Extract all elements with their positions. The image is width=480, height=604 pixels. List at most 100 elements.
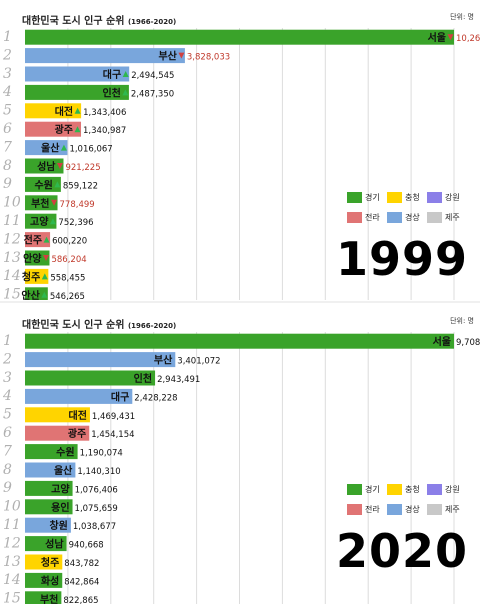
bar bbox=[25, 444, 78, 460]
rank-label: 3 bbox=[3, 66, 12, 82]
legend-swatch bbox=[387, 484, 402, 495]
city-label: 성남 bbox=[45, 538, 64, 551]
legend-item: 경기 bbox=[347, 192, 387, 206]
bar bbox=[25, 388, 133, 404]
legend-item: 강원 bbox=[427, 192, 467, 206]
city-label: 화성 bbox=[41, 574, 59, 587]
bar-group: 안산 546,265 bbox=[21, 287, 85, 300]
rank-label: 13 bbox=[3, 554, 21, 570]
city-label: 서울 bbox=[428, 31, 446, 44]
city-label: 부천 bbox=[31, 197, 49, 210]
legend-swatch bbox=[427, 192, 442, 203]
value-label: 1,340,987 bbox=[83, 126, 126, 136]
value-label: 1,076,406 bbox=[75, 485, 118, 495]
bar-chart-2020: 123456789101112131415서울9,708,247부산3,401,… bbox=[2, 332, 480, 604]
bar bbox=[25, 536, 67, 552]
year-label: 1999 bbox=[336, 232, 469, 286]
legend-item: 경상 bbox=[387, 504, 427, 518]
bar-group: 수원 859,122 bbox=[25, 176, 98, 192]
bar-group: 고양 1,076,406 bbox=[25, 480, 118, 496]
value-label: 600,220 bbox=[52, 237, 87, 247]
bar-group: 광주 1,340,987 bbox=[25, 121, 126, 137]
legend-label: 경기 bbox=[365, 485, 380, 494]
value-label: 586,204 bbox=[51, 255, 86, 265]
rank-label: 10 bbox=[3, 499, 21, 515]
bar bbox=[25, 462, 76, 478]
bar-group: 서울 9,708,247 bbox=[25, 333, 480, 349]
rank-label: 4 bbox=[2, 84, 12, 100]
value-label: 3,401,072 bbox=[177, 357, 220, 367]
rank-label: 8 bbox=[3, 462, 12, 478]
unit-label: 단위: 명 bbox=[450, 13, 474, 21]
city-label: 수원 bbox=[56, 446, 74, 459]
value-label: 2,428,228 bbox=[134, 393, 177, 403]
bar bbox=[25, 66, 130, 82]
legend-item: 제주 bbox=[427, 212, 467, 226]
bar-group: 대구 2,494,545 bbox=[25, 66, 174, 82]
legend-label: 전라 bbox=[365, 505, 380, 514]
value-label: 1,454,154 bbox=[91, 430, 134, 440]
chart-panel-1999: 123456789101112131415서울10,269,944부산3,828… bbox=[0, 0, 480, 300]
trend-up-icon bbox=[54, 181, 61, 188]
city-label: 인천 bbox=[134, 372, 152, 385]
city-label: 대전 bbox=[55, 105, 73, 118]
bar-group: 창원 1,038,677 bbox=[25, 517, 116, 533]
city-label: 부천 bbox=[40, 593, 58, 604]
city-label: 창원 bbox=[49, 519, 67, 532]
rank-label: 2 bbox=[2, 47, 12, 63]
value-label: 1,016,067 bbox=[69, 145, 112, 155]
rank-label: 3 bbox=[3, 370, 12, 386]
title-text: 대한민국 도시 인구 순위 bbox=[22, 16, 125, 27]
trend-up-icon bbox=[60, 144, 67, 151]
legend-swatch bbox=[427, 504, 442, 515]
legend-item: 전라 bbox=[347, 212, 387, 226]
legend-swatch bbox=[347, 192, 362, 203]
city-label: 수원 bbox=[34, 178, 52, 191]
rank-label: 1 bbox=[3, 333, 12, 349]
value-label: 546,265 bbox=[50, 292, 85, 300]
value-label: 2,494,545 bbox=[131, 71, 174, 81]
value-label: 1,190,074 bbox=[80, 449, 123, 459]
title-period: (1966-2020) bbox=[127, 18, 177, 26]
value-label: 1,343,406 bbox=[83, 108, 126, 118]
rank-label: 10 bbox=[3, 195, 21, 211]
trend-down-icon bbox=[178, 52, 185, 59]
bar bbox=[25, 250, 50, 266]
city-label: 고양 bbox=[51, 483, 70, 495]
bar-group: 대구 2,428,228 bbox=[25, 388, 178, 404]
city-label: 부산 bbox=[154, 354, 173, 367]
rank-label: 9 bbox=[3, 480, 12, 496]
bar bbox=[25, 213, 57, 229]
trend-up-icon bbox=[43, 236, 50, 243]
bar bbox=[25, 591, 62, 604]
bar bbox=[25, 121, 82, 137]
rank-label: 6 bbox=[3, 121, 12, 137]
value-label: 10,269,944 bbox=[456, 34, 480, 44]
value-label: 843,782 bbox=[64, 559, 99, 569]
legend-swatch bbox=[347, 212, 362, 223]
legend-label: 충청 bbox=[405, 485, 420, 494]
bar-group: 울산 1,016,067 bbox=[25, 140, 113, 156]
trend-up-icon bbox=[49, 218, 56, 225]
bar bbox=[25, 84, 129, 100]
year-label: 2020 bbox=[336, 524, 469, 578]
trend-up-icon bbox=[74, 126, 81, 133]
legend-swatch bbox=[347, 504, 362, 515]
bar-group: 서울 10,269,944 bbox=[25, 29, 480, 45]
unit-label: 단위: 명 bbox=[450, 317, 474, 325]
rank-label: 12 bbox=[3, 535, 21, 551]
rank-label: 14 bbox=[3, 572, 21, 588]
chart-title: 대한민국 도시 인구 순위 (1966-2020) bbox=[22, 316, 176, 331]
legend-item: 충청 bbox=[387, 192, 427, 206]
panel-divider bbox=[0, 301, 480, 303]
rank-label: 12 bbox=[3, 231, 21, 247]
legend-swatch bbox=[387, 192, 402, 203]
rank-label: 8 bbox=[3, 158, 12, 174]
bar bbox=[25, 333, 454, 349]
city-label: 청주 bbox=[41, 556, 59, 569]
title-period: (1966-2020) bbox=[127, 322, 177, 330]
value-label: 822,865 bbox=[63, 596, 98, 604]
bar bbox=[25, 425, 90, 441]
legend-label: 제주 bbox=[445, 213, 460, 222]
bar bbox=[25, 29, 454, 45]
